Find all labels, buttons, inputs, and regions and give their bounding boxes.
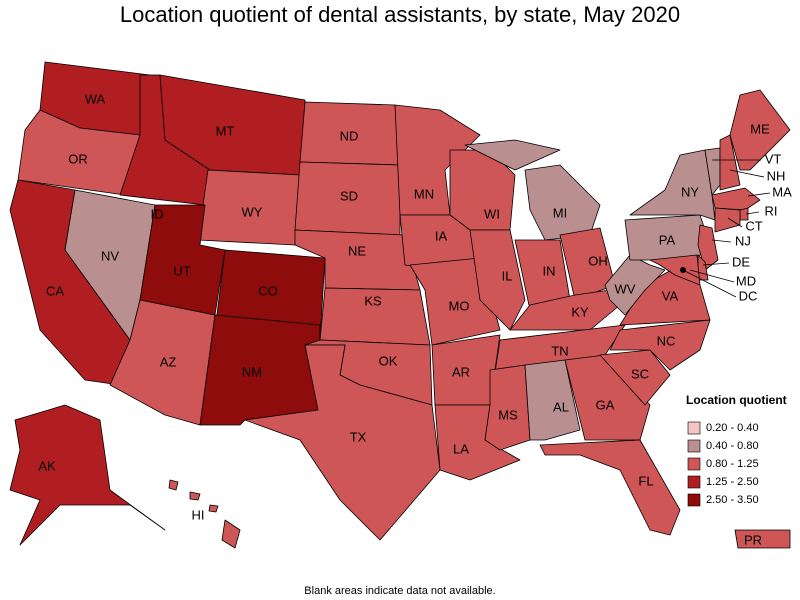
state-labels: WA OR CA NV ID MT WY UT CO AZ NM ND SD NE KS OK TX MN IA MO… bbox=[38, 91, 792, 547]
leader-line bbox=[711, 239, 732, 243]
legend-title: Location quotient bbox=[686, 393, 787, 407]
leader-line bbox=[689, 269, 735, 283]
state-label: AL bbox=[553, 399, 569, 414]
state-label: FL bbox=[638, 473, 653, 488]
legend: 0.20 - 0.40 0.40 - 0.80 0.80 - 1.25 1.25 - … bbox=[687, 421, 759, 507]
leader-line bbox=[682, 269, 737, 298]
state-label: MS bbox=[498, 407, 518, 422]
legend-swatch bbox=[687, 439, 701, 453]
state-label: WY bbox=[242, 204, 263, 219]
legend-label: 0.80 - 1.25 bbox=[706, 458, 759, 470]
state-label: AR bbox=[452, 364, 470, 379]
state-label: KY bbox=[571, 304, 589, 319]
state-label: ID bbox=[151, 206, 164, 221]
state-label: HI bbox=[192, 507, 205, 522]
legend-label: 2.50 - 3.50 bbox=[706, 494, 759, 506]
state-label: PR bbox=[744, 532, 762, 547]
state-label: OR bbox=[68, 151, 88, 166]
state-label: SC bbox=[631, 366, 649, 381]
state-label: WI bbox=[484, 206, 500, 221]
legend-swatch bbox=[687, 457, 701, 471]
legend-swatch bbox=[687, 421, 701, 435]
state-label: CT bbox=[745, 218, 762, 233]
state-label: MI bbox=[553, 205, 567, 220]
state-shape bbox=[729, 89, 791, 171]
legend-swatch bbox=[687, 475, 701, 489]
legend-label: 0.20 - 0.40 bbox=[706, 422, 759, 434]
state-label: CO bbox=[258, 283, 278, 298]
state-label: OH bbox=[588, 253, 608, 268]
state-label: TN bbox=[551, 343, 568, 358]
state-label: NC bbox=[657, 333, 676, 348]
state-shape bbox=[629, 149, 716, 221]
state-label: PA bbox=[659, 232, 676, 247]
legend-label: 1.25 - 2.50 bbox=[706, 476, 759, 488]
states bbox=[9, 61, 791, 549]
state-label: WV bbox=[615, 281, 636, 296]
state-label: DE bbox=[732, 254, 750, 269]
state-label: VA bbox=[662, 288, 679, 303]
state-label: MN bbox=[414, 186, 434, 201]
state-label: TX bbox=[350, 429, 367, 444]
state-label: AZ bbox=[160, 354, 177, 369]
state-label: WA bbox=[85, 91, 106, 106]
state-shape bbox=[609, 319, 711, 371]
state-label: NV bbox=[101, 248, 119, 263]
state-shape bbox=[524, 359, 581, 441]
state-shape bbox=[719, 134, 741, 191]
state-shape bbox=[9, 404, 166, 546]
state-label: NE bbox=[348, 243, 366, 258]
state-label: SD bbox=[340, 188, 358, 203]
state-label: ME bbox=[750, 121, 770, 136]
state-label: MT bbox=[216, 123, 235, 138]
leader-line bbox=[702, 262, 730, 266]
state-shape bbox=[697, 224, 719, 271]
state-label: NM bbox=[242, 364, 262, 379]
state-shape bbox=[714, 207, 741, 233]
state-shape bbox=[649, 254, 701, 286]
state-label: DC bbox=[739, 288, 758, 303]
state-shape bbox=[168, 479, 241, 549]
leader-line bbox=[747, 192, 771, 197]
state-label: IL bbox=[502, 268, 513, 283]
state-label: CA bbox=[46, 283, 64, 298]
state-label: MO bbox=[449, 298, 470, 313]
state-shape bbox=[539, 439, 681, 536]
state-shape bbox=[564, 354, 651, 441]
state-shape bbox=[734, 529, 791, 549]
state-label: KS bbox=[364, 293, 382, 308]
state-label: MD bbox=[736, 273, 756, 288]
footnote: Blank areas indicate data not available. bbox=[304, 585, 495, 597]
state-label: NJ bbox=[735, 233, 751, 248]
state-label: RI bbox=[765, 203, 778, 218]
state-shape bbox=[711, 187, 761, 211]
leader-line bbox=[745, 211, 760, 215]
legend-label: 0.40 - 0.80 bbox=[706, 440, 759, 452]
state-label: NY bbox=[681, 184, 699, 199]
state-label: MA bbox=[772, 184, 792, 199]
state-label: VT bbox=[765, 151, 782, 166]
state-label: UT bbox=[173, 263, 190, 278]
state-label: IN bbox=[543, 263, 556, 278]
state-shape bbox=[599, 349, 671, 406]
state-label: ND bbox=[340, 128, 359, 143]
state-shape bbox=[244, 344, 441, 541]
leader-line bbox=[729, 169, 765, 178]
state-label: IA bbox=[435, 228, 448, 243]
state-label: NH bbox=[767, 168, 786, 183]
leader-line bbox=[727, 217, 743, 228]
state-label: GA bbox=[596, 397, 615, 412]
state-label: OK bbox=[379, 353, 398, 368]
state-shape bbox=[469, 229, 526, 331]
state-label: LA bbox=[453, 441, 469, 456]
legend-swatch bbox=[687, 493, 701, 507]
state-label: AK bbox=[38, 458, 56, 473]
map-title: Location quotient of dental assistants, … bbox=[120, 2, 680, 27]
